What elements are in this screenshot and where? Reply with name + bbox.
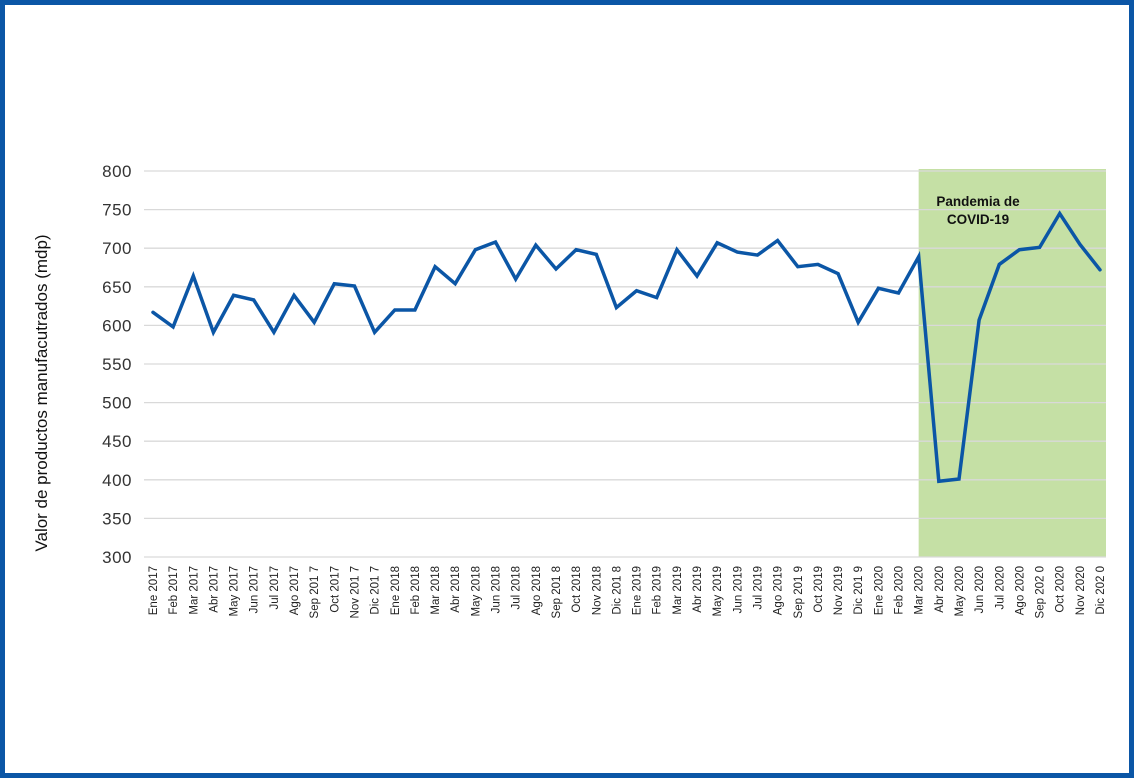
y-tick-label: 700 [102, 239, 132, 258]
x-tick-label: Ago 2017 [289, 566, 301, 615]
x-tick-label: Mar 2019 [672, 566, 684, 615]
x-tick-label: Nov 2020 [1075, 566, 1087, 615]
x-tick-label: Dic 201 8 [611, 566, 623, 615]
y-tick-label: 400 [102, 471, 132, 490]
x-tick-label: Dic 201 9 [853, 566, 865, 615]
highlight-label-line-1: Pandemia de [936, 194, 1020, 209]
x-tick-label: Ago 2020 [1014, 566, 1026, 615]
x-tick-label: Jun 2019 [732, 566, 744, 613]
x-tick-label: Mar 2020 [914, 566, 926, 615]
pandemic-highlight-band [918, 169, 1106, 557]
x-tick-label: Jun 2020 [974, 566, 986, 613]
x-tick-label: Nov 2018 [591, 566, 603, 615]
x-tick-label: Oct 2019 [813, 566, 825, 613]
y-tick-label: 450 [102, 432, 132, 451]
x-tick-label: Feb 2018 [410, 566, 422, 615]
x-tick-label: May 2019 [712, 566, 724, 617]
x-tick-label: Ago 2019 [773, 566, 785, 615]
y-tick-label: 500 [102, 394, 132, 413]
x-tick-label: Sep 201 9 [793, 566, 805, 618]
x-tick-label: Abr 2020 [934, 566, 946, 613]
x-tick-label: Ene 2017 [148, 566, 160, 615]
x-tick-label: Jun 2017 [249, 566, 261, 613]
y-tick-label: 600 [102, 316, 132, 335]
x-tick-label: Oct 2020 [1055, 566, 1067, 613]
x-tick-label: Nov 201 7 [350, 566, 362, 618]
x-tick-label: Sep 201 7 [309, 566, 321, 618]
x-tick-label: Jul 2017 [269, 566, 281, 609]
y-tick-label: 300 [102, 548, 132, 567]
x-tick-label: Abr 2019 [692, 566, 704, 613]
x-tick-label: Sep 202 0 [1035, 566, 1047, 618]
x-tick-label: Oct 2017 [329, 566, 341, 613]
x-tick-label: Feb 2020 [894, 566, 906, 615]
y-tick-label: 650 [102, 278, 132, 297]
highlight-label-line-2: COVID-19 [947, 212, 1009, 227]
y-tick-label: 800 [102, 162, 132, 181]
x-tick-label: Mar 2018 [430, 566, 442, 615]
x-tick-label: Nov 2019 [833, 566, 845, 615]
x-tick-label: May 2017 [229, 566, 241, 617]
x-tick-label: Ene 2020 [873, 566, 885, 615]
x-tick-label: Ene 2019 [632, 566, 644, 615]
x-tick-label: Feb 2019 [652, 566, 664, 615]
x-tick-label: Sep 201 8 [551, 566, 563, 618]
x-tick-label: Abr 2018 [450, 566, 462, 613]
y-tick-label: 750 [102, 201, 132, 220]
x-tick-label: Mar 2017 [188, 566, 200, 615]
x-tick-label: Ago 2018 [531, 566, 543, 615]
x-tick-label: Jul 2018 [511, 566, 523, 609]
x-tick-label: May 2018 [470, 566, 482, 617]
y-tick-label: 350 [102, 509, 132, 528]
x-tick-label: Abr 2017 [208, 566, 220, 613]
series-line [151, 210, 1102, 484]
x-tick-label: May 2020 [954, 566, 966, 617]
x-tick-label: Dic 202 0 [1095, 566, 1107, 615]
x-tick-label: Oct 2018 [571, 566, 583, 613]
x-tick-label: Jul 2020 [994, 566, 1006, 609]
y-axis-label: Valor de productos manufacutrados (mdp) [32, 234, 51, 551]
x-tick-label: Jul 2019 [753, 566, 765, 609]
x-tick-label: Ene 2018 [390, 566, 402, 615]
x-tick-label: Dic 201 7 [370, 566, 382, 615]
x-tick-label: Jun 2018 [491, 566, 503, 613]
x-tick-label: Feb 2017 [168, 566, 180, 615]
y-tick-label: 550 [102, 355, 132, 374]
